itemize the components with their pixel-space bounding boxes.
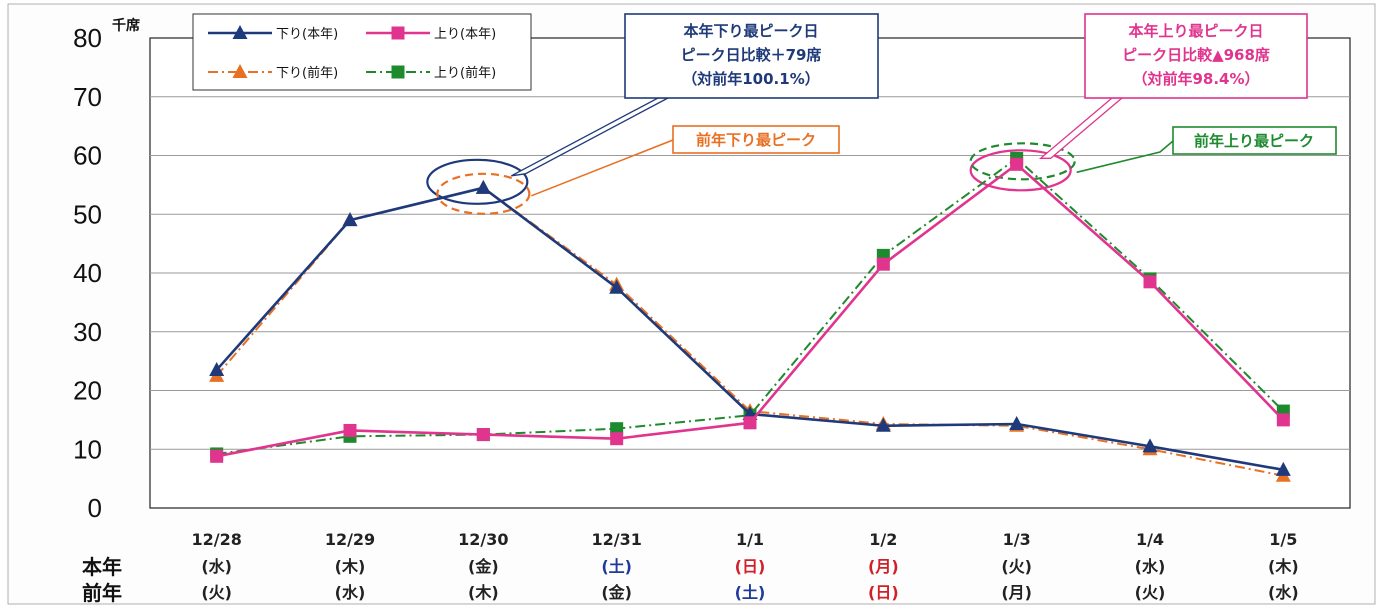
x-tick-label: 12/31 [591, 530, 641, 549]
data-point [342, 212, 358, 227]
x-tick-label: 12/29 [325, 530, 375, 549]
day-label-current: (金) [468, 557, 499, 576]
day-label-previous: (水) [1268, 583, 1299, 602]
y-tick-label: 40 [73, 258, 102, 288]
data-point [876, 257, 890, 271]
annotation-line: ピーク日比較▲968席 [1122, 46, 1270, 64]
peak-ellipse-previous-up [969, 142, 1076, 181]
day-label-previous: (火) [201, 583, 232, 602]
legend-item: 上り(本年) [366, 26, 496, 42]
legend: 下り(本年) 上り(本年) 下り(前年) 上り(前年) [192, 13, 532, 91]
y-unit-label: 千席 [112, 17, 140, 34]
y-tick-label: 10 [73, 434, 102, 464]
day-label-current: (木) [335, 557, 366, 576]
x-tick-label: 1/4 [1136, 530, 1164, 549]
series-up_current [210, 157, 1290, 463]
x-axis: 12/28 12/29 12/30 12/31 1/1 1/2 1/3 1/4 1/5 [191, 530, 1297, 549]
data-point [1275, 461, 1291, 476]
day-row-current: (水) (木) (金) (土) (日) (月) (火) (水) (木) [201, 557, 1298, 576]
annotation-line: （対前年98.4%） [1132, 70, 1259, 88]
day-label-current: (木) [1268, 557, 1299, 576]
x-tick-label: 1/5 [1269, 530, 1297, 549]
series-line [215, 186, 1284, 477]
day-label-previous: (月) [1001, 583, 1032, 602]
series-layer [209, 151, 1291, 482]
x-tick-label: 12/28 [191, 530, 241, 549]
data-point [610, 432, 624, 446]
data-point [1143, 275, 1157, 289]
x-tick-label: 12/30 [458, 530, 508, 549]
legend-marker [232, 25, 248, 39]
annotation-current-down-peak: 本年下り最ピーク日 ピーク日比較＋79席 （対前年100.1%） [624, 13, 879, 99]
day-label-previous: (金) [601, 583, 632, 602]
y-tick-label: 20 [73, 376, 102, 406]
legend-label: 上り(本年) [434, 27, 496, 42]
day-label-current: (火) [1001, 557, 1032, 576]
y-axis: 0 10 20 30 40 50 60 70 80 [73, 23, 102, 523]
annotation-line: 本年下り最ピーク日 [683, 22, 818, 40]
annotation-line: 前年上り最ピーク [1194, 132, 1314, 150]
data-point [1009, 415, 1025, 430]
day-label-previous: (土) [735, 583, 766, 602]
y-tick-label: 60 [73, 141, 102, 171]
day-row-previous: (火) (水) (木) (金) (土) (日) (月) (火) (水) [201, 583, 1298, 602]
row-label-current: 本年 [82, 555, 122, 579]
leader-previous-up [1076, 140, 1174, 174]
day-label-previous: (水) [335, 583, 366, 602]
y-tick-label: 70 [73, 82, 102, 112]
peak-ellipse-current-down [426, 158, 529, 205]
legend-label: 下り(前年) [276, 65, 338, 81]
data-point [609, 279, 625, 294]
peak-ellipse-previous-down [436, 172, 531, 215]
data-point [476, 428, 490, 442]
annotation-line: ピーク日比較＋79席 [681, 46, 822, 64]
series-down_current [209, 179, 1291, 476]
day-label-previous: (火) [1135, 583, 1166, 602]
legend-item: 上り(前年) [366, 65, 496, 81]
data-point [875, 417, 891, 432]
leader-previous-down [531, 139, 674, 197]
y-tick-label: 0 [88, 493, 102, 523]
annotation-previous-up-peak: 前年上り最ピーク [1172, 126, 1337, 155]
data-point [1010, 157, 1024, 171]
legend-item: 下り(前年) [208, 64, 338, 81]
annotation-leaders [511, 97, 1174, 197]
annotation-line: （対前年100.1%） [682, 70, 819, 88]
day-label-current: (土) [601, 557, 632, 576]
annotation-previous-down-peak: 前年下り最ピーク [672, 125, 840, 154]
data-point [610, 422, 624, 436]
x-tick-label: 1/1 [736, 530, 764, 549]
day-label-current: (月) [868, 557, 899, 576]
y-tick-label: 50 [73, 199, 102, 229]
legend-item: 下り(本年) [208, 25, 338, 42]
data-point [209, 361, 225, 376]
legend-marker [391, 26, 405, 40]
data-point [343, 423, 357, 437]
data-point [475, 179, 491, 194]
data-point [210, 449, 224, 463]
day-label-current: (水) [1135, 557, 1166, 576]
y-tick-label: 80 [73, 23, 102, 53]
peak-highlights [426, 142, 1076, 215]
legend-label: 上り(前年) [434, 65, 496, 81]
peak-ellipse-current-up [969, 149, 1072, 192]
row-label-previous: 前年 [82, 581, 122, 605]
annotation-line: 前年下り最ピーク [696, 131, 816, 149]
day-label-previous: (木) [468, 583, 499, 602]
data-point [743, 416, 757, 430]
legend-label: 下り(本年) [276, 27, 338, 42]
data-point [1142, 438, 1158, 453]
data-point [1276, 413, 1290, 427]
annotation-current-up-peak: 本年上り最ピーク日 ピーク日比較▲968席 （対前年98.4%） [1084, 13, 1308, 99]
day-label-current: (水) [201, 557, 232, 576]
x-tick-label: 1/2 [869, 530, 897, 549]
legend-marker [232, 64, 248, 78]
day-label-previous: (日) [868, 583, 899, 602]
x-tick-label: 1/3 [1003, 530, 1031, 549]
y-tick-label: 30 [73, 317, 102, 347]
legend-marker [391, 65, 405, 79]
annotation-line: 本年上り最ピーク日 [1128, 22, 1263, 40]
day-label-current: (日) [735, 557, 766, 576]
